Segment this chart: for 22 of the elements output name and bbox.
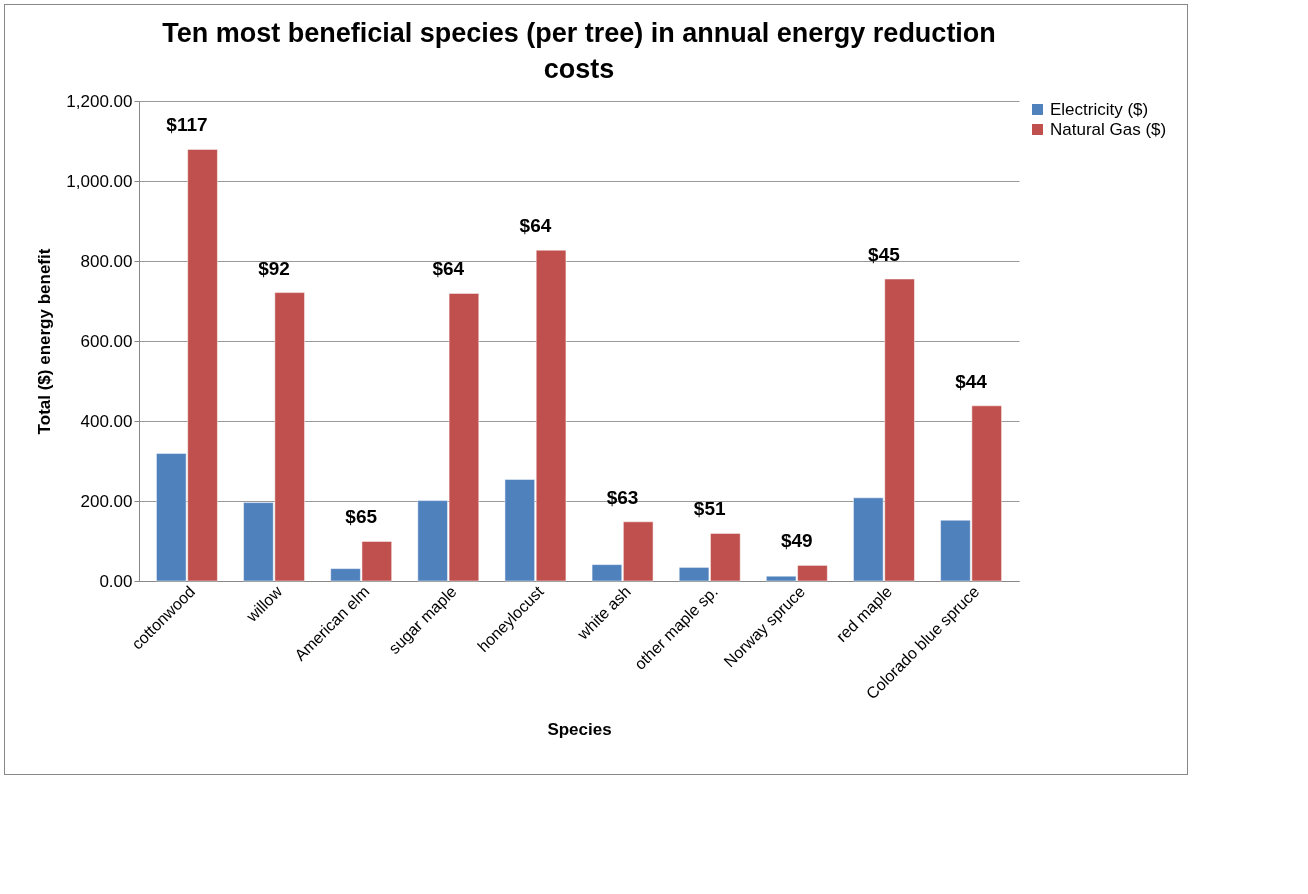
annotation: $44 [955,370,988,392]
annotation: $51 [693,498,726,520]
y-tick-label: 200.00 [80,491,133,511]
annotation: $45 [868,244,901,265]
legend-label: Natural Gas ($) [1050,119,1167,139]
annotation: $65 [345,506,378,528]
x-axis-title: Species [547,720,612,740]
y-tick-label: 600.00 [80,331,133,351]
annotation: $49 [780,530,813,552]
legend-label: Electricity ($) [1050,99,1149,119]
y-tick-label: 800.00 [80,251,133,271]
y-tick-label: 1,200.00 [66,91,133,111]
annotation: $64 [432,258,465,280]
y-tick-label: 0.00 [99,571,133,591]
y-axis-title: Total ($) energy benefit [35,248,55,435]
y-tick-label: 400.00 [80,411,133,431]
chart-title: Ten most beneficial species (per tree) in annual energy reduction costs [162,18,996,84]
annotation: $92 [258,257,290,279]
annotation: $63 [606,486,639,508]
annotation: $117 [166,114,208,136]
annotation: $64 [519,215,552,237]
y-tick-label: 1,000.00 [66,171,133,191]
